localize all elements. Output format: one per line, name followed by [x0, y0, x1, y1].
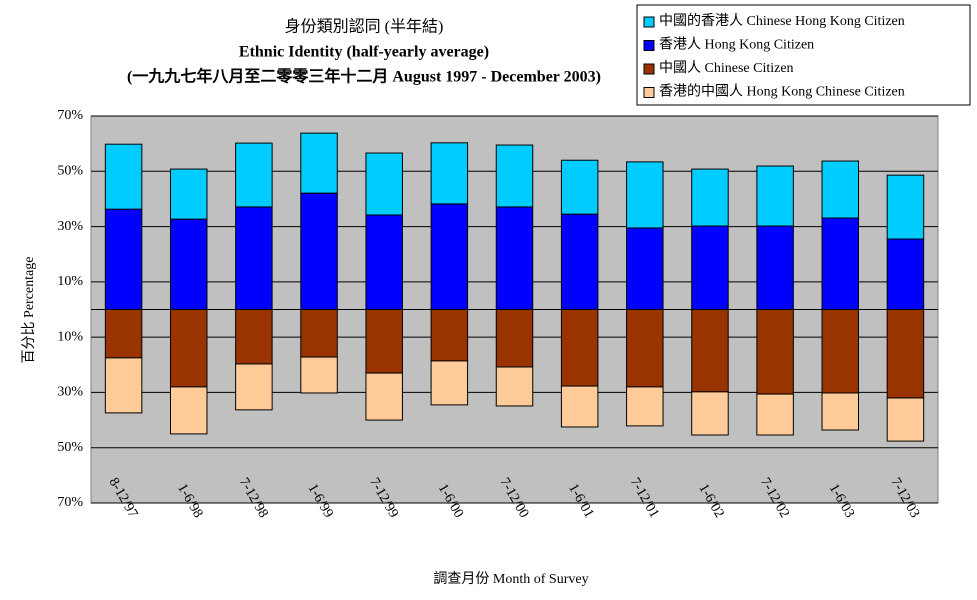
- bar: [691, 168, 729, 227]
- bar: [626, 161, 664, 229]
- bar: [104, 143, 143, 210]
- bar: [626, 227, 664, 310]
- bar: [235, 309, 273, 365]
- x-axis-label: 調查月份 Month of Survey: [433, 571, 588, 587]
- y-axis-label: 百分比 Percentage: [21, 257, 37, 364]
- bar: [430, 142, 469, 205]
- legend-swatch: [643, 16, 655, 28]
- legend-box: [636, 4, 971, 106]
- chart-subtitle: (一九九七年八月至二零零三年十二月 August 1997 - December…: [127, 67, 601, 86]
- bar: [886, 174, 925, 240]
- bar: [495, 206, 534, 311]
- bar: [626, 386, 664, 427]
- legend-swatch: [643, 63, 655, 75]
- bar: [300, 309, 338, 358]
- chart-title: 身份類別認同 (半年結): [285, 18, 444, 36]
- legend-text: 中國人 Chinese Citizen: [659, 60, 794, 76]
- bar: [691, 309, 729, 393]
- bar: [756, 225, 794, 310]
- legend-swatch: [643, 87, 655, 98]
- y-tick-label: 50%: [57, 164, 83, 179]
- bar: [300, 132, 338, 194]
- bar: [821, 309, 860, 394]
- bar: [560, 385, 599, 428]
- bar: [886, 238, 925, 310]
- y-tick-label: 10%: [57, 329, 83, 344]
- bar: [821, 160, 860, 219]
- bar: [560, 213, 599, 310]
- legend-swatch: [643, 40, 655, 51]
- bar: [560, 159, 599, 215]
- bar: [104, 208, 143, 311]
- bar: [169, 168, 208, 220]
- bar: [235, 206, 273, 311]
- bar: [886, 309, 925, 399]
- bar: [235, 363, 273, 411]
- bar: [104, 309, 143, 359]
- chart-subtitle: Ethnic Identity (half-yearly average): [239, 44, 489, 61]
- y-tick-label: 30%: [57, 219, 83, 234]
- bar: [430, 360, 469, 406]
- bar: [365, 309, 403, 374]
- bar: [365, 214, 403, 310]
- bar: [430, 309, 469, 362]
- y-tick-label: 50%: [57, 440, 83, 455]
- y-tick-label: 70%: [57, 495, 83, 510]
- bar: [495, 366, 534, 407]
- bar: [300, 356, 338, 394]
- bar: [235, 142, 273, 208]
- bar: [495, 144, 534, 208]
- bar: [169, 386, 208, 435]
- bar: [169, 309, 208, 388]
- bar: [626, 309, 664, 388]
- y-tick-label: 70%: [57, 108, 83, 123]
- legend-text: 香港人 Hong Kong Citizen: [659, 37, 814, 53]
- bar: [691, 225, 729, 310]
- y-tick-label: 30%: [57, 385, 83, 400]
- bar: [756, 309, 794, 395]
- bar: [821, 392, 860, 431]
- bar: [756, 165, 794, 227]
- bar: [495, 309, 534, 368]
- bar: [169, 218, 208, 311]
- y-tick-label: 10%: [57, 274, 83, 289]
- bar: [886, 397, 925, 442]
- legend-text: 中國的香港人 Chinese Hong Kong Citizen: [659, 13, 905, 29]
- legend-text: 香港的中國人 Hong Kong Chinese Citizen: [659, 84, 905, 100]
- bar: [691, 391, 729, 436]
- bar: [300, 192, 338, 310]
- bar: [560, 309, 599, 387]
- bar: [430, 203, 469, 310]
- bar: [756, 393, 794, 436]
- bar: [365, 372, 403, 421]
- bar: [104, 357, 143, 414]
- bar: [821, 217, 860, 310]
- bar: [365, 152, 403, 216]
